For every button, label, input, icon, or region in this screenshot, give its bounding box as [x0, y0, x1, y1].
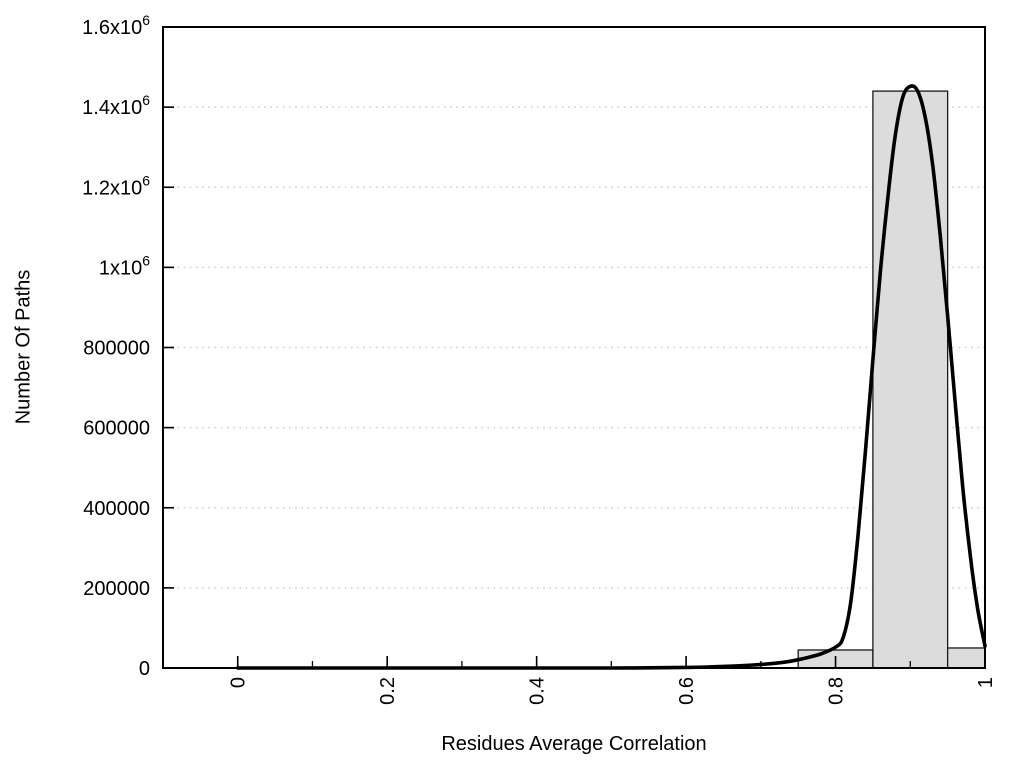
x-tick-label: 0.8: [826, 677, 848, 705]
y-tick-label: 1.4x106: [82, 92, 150, 119]
y-tick-label: 0: [139, 658, 150, 680]
histogram-bar: [946, 647, 986, 669]
x-tick-label: 0.2: [377, 677, 399, 705]
y-tick-label: 1.6x106: [82, 12, 150, 39]
x-axis-title: Residues Average Correlation: [441, 733, 707, 755]
y-tick-label: 1.2x106: [82, 172, 150, 199]
y-tick-label: 1x106: [99, 252, 150, 279]
y-tick-label: 600000: [83, 418, 150, 440]
plot-frame: [162, 26, 986, 669]
x-tick-label: 0.4: [527, 677, 549, 705]
y-tick-label: 400000: [83, 498, 150, 520]
histogram-bar: [872, 90, 949, 669]
y-tick-label: 800000: [83, 338, 150, 360]
x-tick-label: 1: [975, 677, 997, 688]
x-tick-label: 0.6: [676, 677, 698, 705]
y-tick-label: 200000: [83, 578, 150, 600]
x-tick-label: 0: [228, 677, 250, 688]
y-axis-title: Number Of Paths: [12, 269, 35, 425]
density-curve: [235, 84, 987, 670]
